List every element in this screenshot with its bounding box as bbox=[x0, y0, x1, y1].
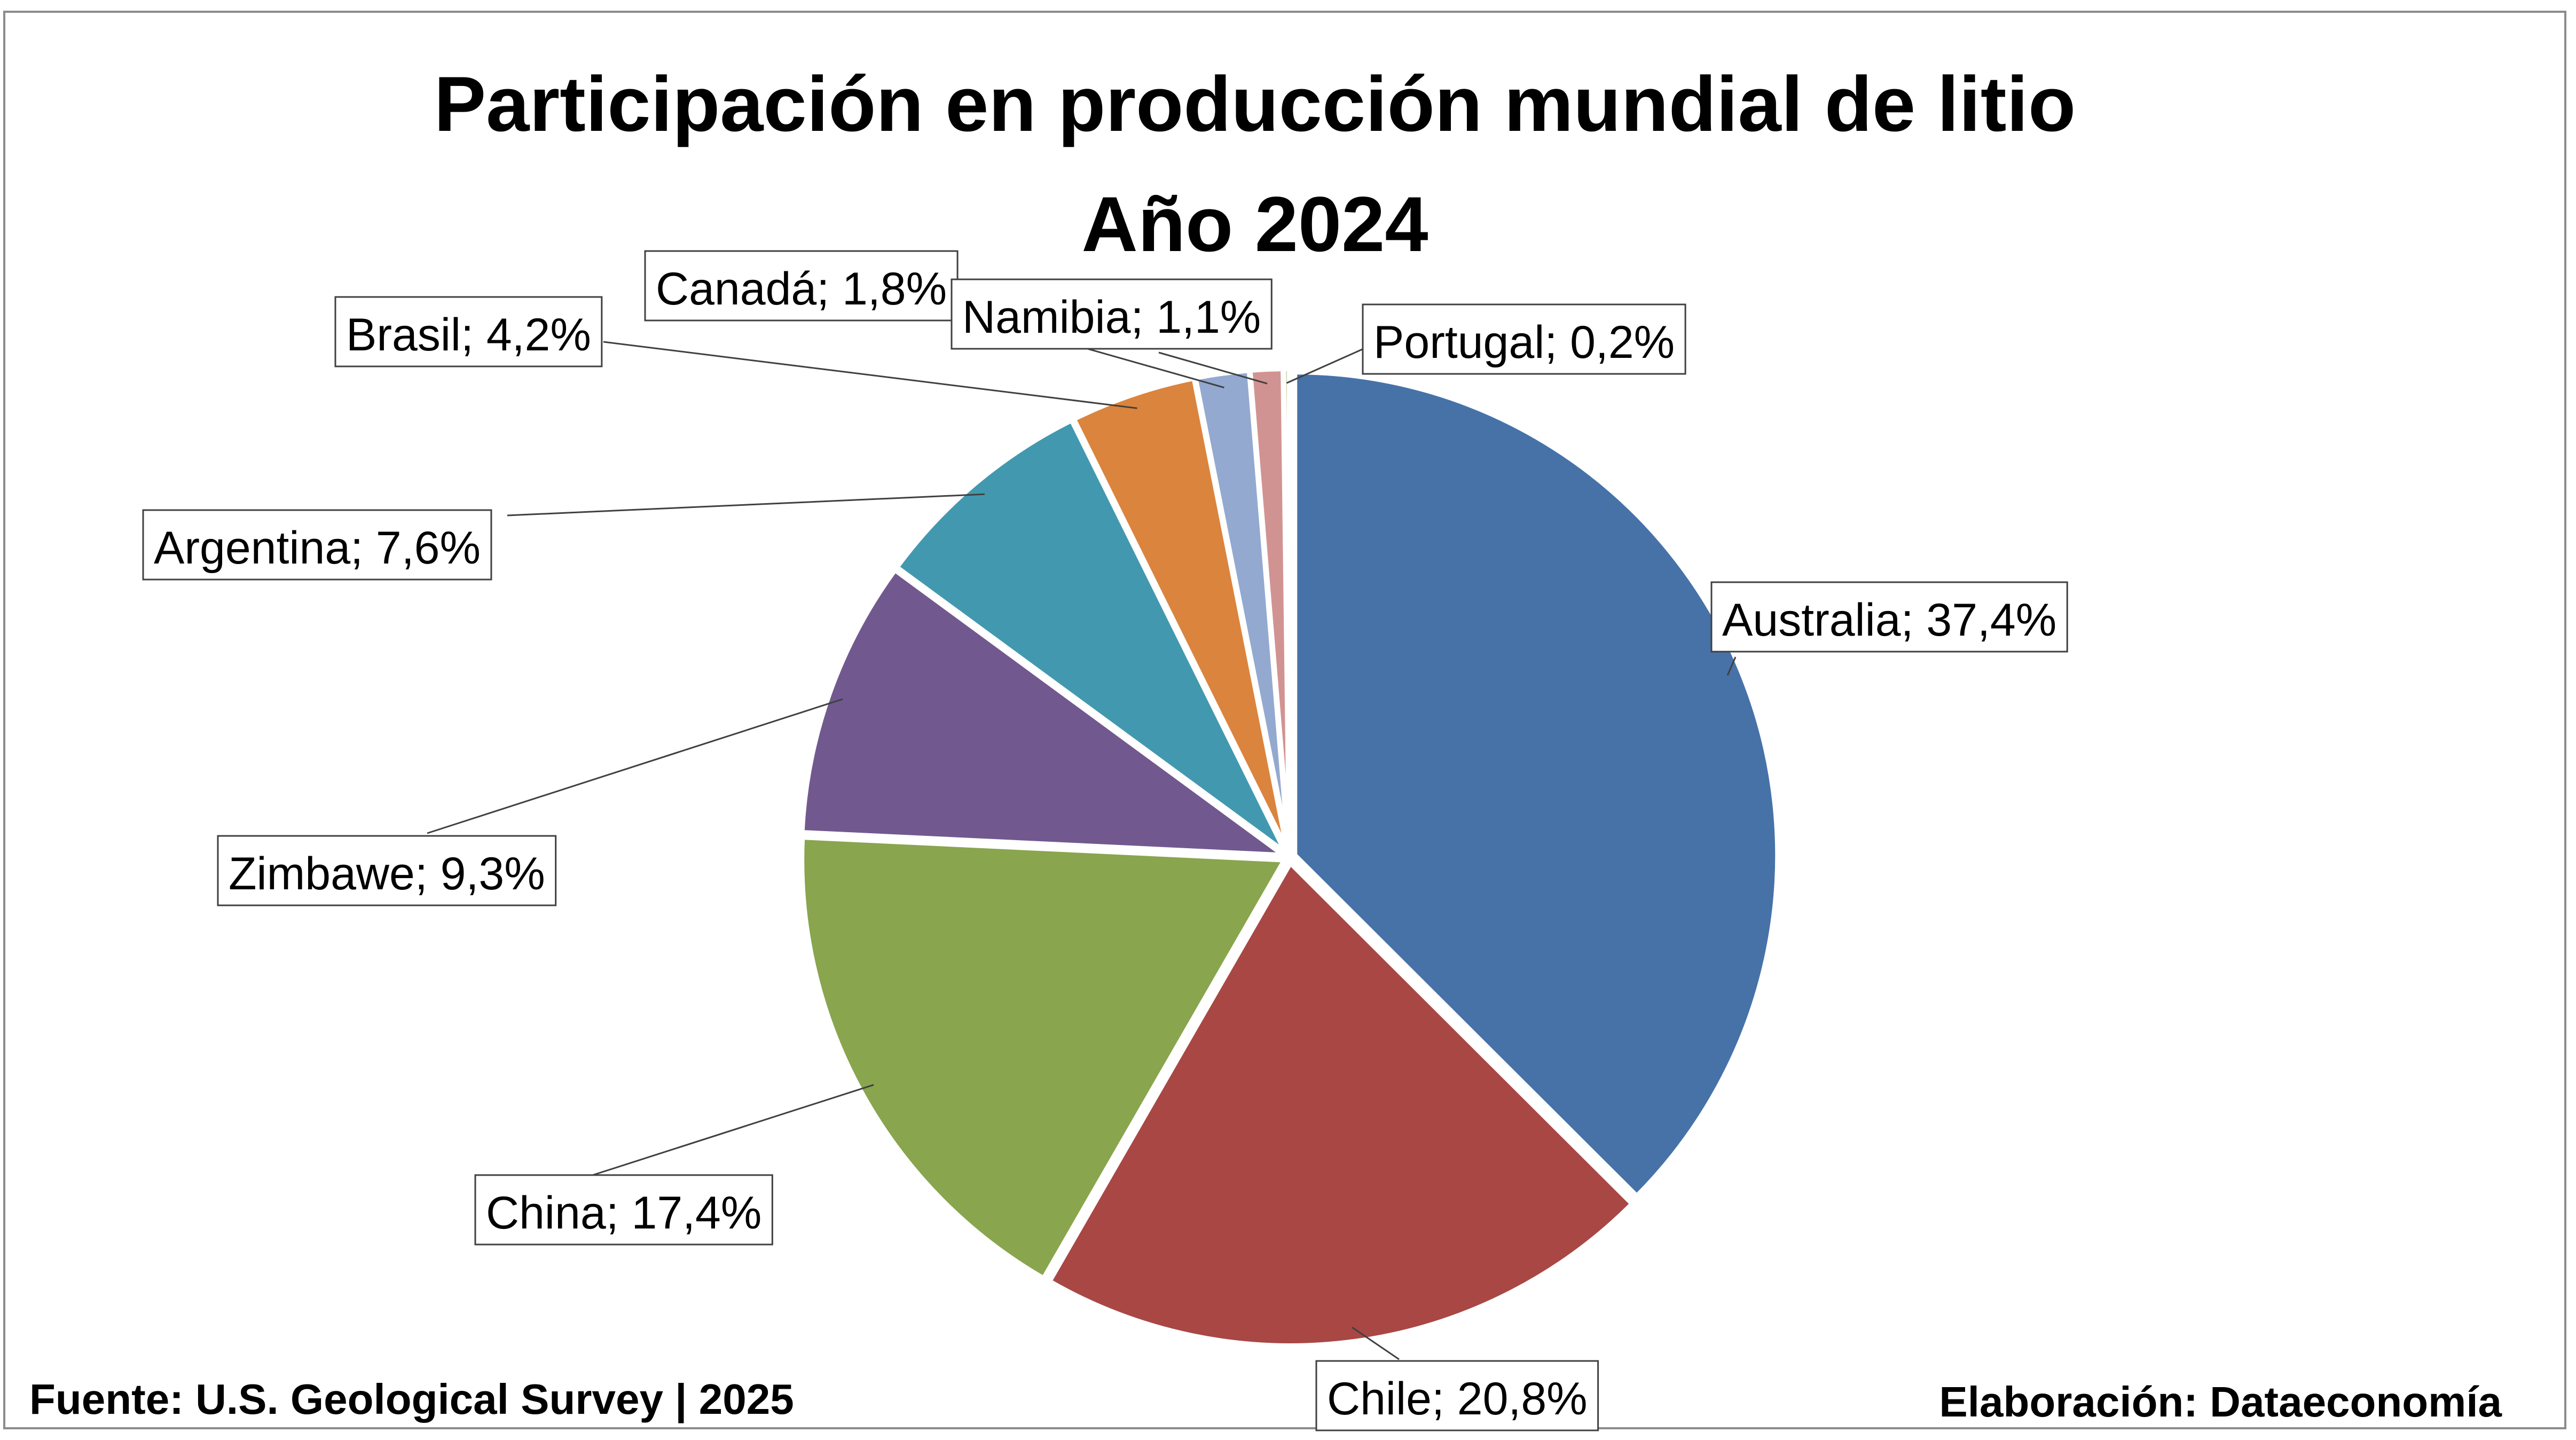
data-label-text: Argentina; 7,6% bbox=[154, 522, 481, 574]
data-label-Chile: Chile; 20,8% bbox=[1315, 1360, 1599, 1431]
pie-slice-Brasil bbox=[1071, 375, 1291, 855]
pie-slice-Chile bbox=[1046, 859, 1636, 1349]
data-label-box bbox=[644, 250, 959, 322]
source-note: Fuente: U.S. Geological Survey | 2025 bbox=[29, 1375, 794, 1423]
data-labels: Australia; 37,4% Chile; 20,8% China; 17,4%… bbox=[142, 250, 2068, 1431]
pie-slice-Zimbawe bbox=[799, 567, 1287, 858]
leader-line-Namibia bbox=[1158, 351, 1268, 385]
chart-title: Participación en producción mundial de l… bbox=[434, 60, 2076, 147]
data-label-box bbox=[951, 278, 1273, 350]
data-label-text: Portugal; 0,2% bbox=[1373, 317, 1675, 368]
leader-line-Zimbawe bbox=[427, 698, 843, 834]
data-label-box bbox=[334, 296, 603, 367]
data-label-text: China; 17,4% bbox=[486, 1187, 761, 1239]
pie-slice-China bbox=[799, 834, 1288, 1282]
data-label-text: Namibia; 1,1% bbox=[962, 292, 1261, 343]
data-label-China: China; 17,4% bbox=[474, 1174, 773, 1246]
pie-slice-Portugal bbox=[1281, 366, 1292, 855]
leader-line-Argentina bbox=[507, 493, 985, 516]
credit-note: Elaboración: Dataeconomía bbox=[1939, 1378, 2502, 1426]
leader-line-Chile bbox=[1352, 1326, 1400, 1360]
data-label-box bbox=[1710, 581, 2068, 653]
data-label-Australia: Australia; 37,4% bbox=[1710, 581, 2068, 653]
data-label-Portugal: Portugal; 0,2% bbox=[1362, 303, 1686, 375]
leader-line-Australia bbox=[1726, 656, 1737, 676]
leader-line-China bbox=[592, 1084, 874, 1176]
data-label-text: Brasil; 4,2% bbox=[346, 309, 591, 361]
data-label-text: Australia; 37,4% bbox=[1722, 594, 2056, 646]
data-label-text: Zimbawe; 9,3% bbox=[229, 848, 545, 899]
data-label-box bbox=[1315, 1360, 1599, 1431]
data-label-box bbox=[142, 509, 492, 581]
leader-line-Portugal bbox=[1286, 346, 1368, 384]
pie-slice-Argentina bbox=[893, 417, 1289, 856]
data-label-Argentina: Argentina; 7,6% bbox=[142, 509, 492, 581]
leader-line-Brasil bbox=[603, 341, 1137, 409]
data-label-box bbox=[1362, 303, 1686, 375]
data-label-Zimbawe: Zimbawe; 9,3% bbox=[217, 835, 557, 906]
data-label-text: Chile; 20,8% bbox=[1327, 1373, 1588, 1425]
data-label-box bbox=[217, 835, 557, 906]
data-label-Namibia: Namibia; 1,1% bbox=[951, 278, 1273, 350]
pie-slices bbox=[799, 366, 1781, 1349]
data-label-Canadá: Canadá; 1,8% bbox=[644, 250, 959, 322]
pie-slice-Australia bbox=[1292, 369, 1781, 1200]
data-label-box bbox=[474, 1174, 773, 1246]
data-label-text: Canadá; 1,8% bbox=[656, 263, 947, 315]
chart-subtitle: Año 2024 bbox=[1081, 181, 1428, 268]
data-label-Brasil: Brasil; 4,2% bbox=[334, 296, 603, 367]
